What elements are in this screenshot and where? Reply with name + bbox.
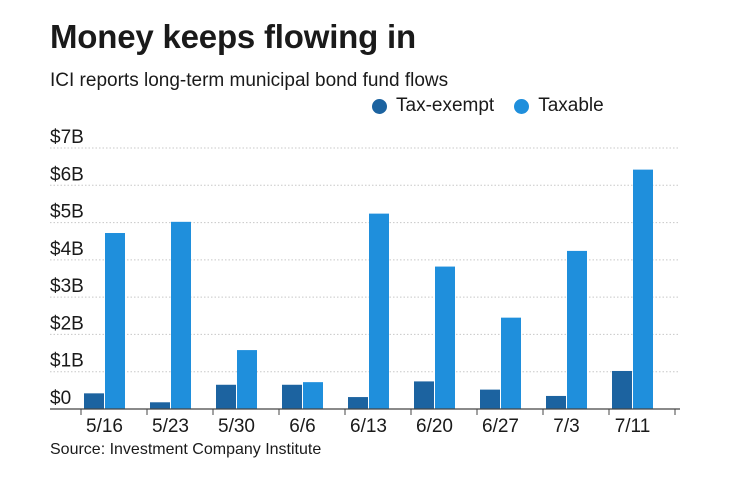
bar-tax-exempt (480, 389, 500, 409)
x-tick-label: 6/6 (289, 416, 315, 437)
bar-taxable (105, 233, 125, 409)
y-tick-label: $2B (50, 313, 84, 334)
bar-taxable (369, 213, 389, 409)
y-tick-label: $7B (50, 127, 84, 148)
source-note: Source: Investment Company Institute (50, 441, 322, 458)
legend-label-tax-exempt: Tax-exempt (396, 95, 495, 116)
chart-title: Money keeps flowing in (50, 18, 416, 55)
legend-item-taxable: Taxable (514, 95, 604, 117)
y-tick-label: $4B (50, 239, 84, 260)
bar-tax-exempt (414, 381, 434, 409)
bar-taxable (633, 169, 653, 409)
x-tick-label: 6/13 (350, 416, 387, 437)
x-tick-label: 5/23 (152, 416, 189, 437)
bar-taxable (501, 317, 521, 409)
legend-label-taxable: Taxable (538, 95, 604, 116)
legend-swatch-tax-exempt (372, 98, 387, 114)
bar-taxable (303, 382, 323, 409)
legend: Tax-exempt Taxable (372, 95, 624, 117)
y-tick-label: $3B (50, 276, 84, 297)
x-tick-label: 7/11 (615, 416, 651, 437)
x-tick-label: 7/3 (553, 416, 579, 437)
bar-tax-exempt (150, 402, 170, 409)
bar-tax-exempt (546, 395, 566, 409)
chart-subtitle: ICI reports long-term municipal bond fun… (50, 70, 449, 91)
y-tick-label: $0 (50, 388, 71, 409)
y-tick-label: $1B (50, 351, 84, 372)
bar-tax-exempt (216, 384, 236, 409)
legend-item-tax-exempt: Tax-exempt (372, 95, 494, 117)
x-tick-label: 6/20 (416, 416, 453, 437)
x-tick-label: 6/27 (482, 416, 519, 437)
bar-taxable (171, 221, 191, 409)
bar-tax-exempt (612, 370, 632, 409)
y-tick-label: $6B (50, 164, 84, 185)
x-tick-label: 5/16 (86, 416, 123, 437)
bar-taxable (567, 250, 587, 409)
bar-taxable (435, 266, 455, 409)
bar-tax-exempt (282, 384, 302, 409)
legend-swatch-taxable (514, 98, 530, 114)
y-tick-label: $5B (50, 202, 84, 223)
bar-tax-exempt (348, 397, 368, 409)
bar-tax-exempt (84, 393, 104, 409)
x-tick-label: 5/30 (218, 416, 255, 437)
bar-taxable (237, 350, 257, 409)
